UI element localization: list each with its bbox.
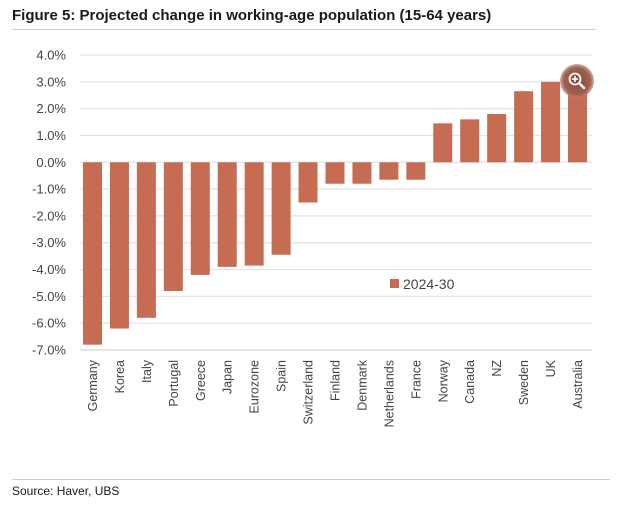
x-axis-labels: Germany Korea Italy Portugal Greece Japan Euro… [86, 359, 585, 427]
x-tick-label: Finland [329, 360, 343, 401]
bar-switzerland [298, 162, 318, 203]
footer-divider [12, 479, 610, 480]
zoom-in-icon [568, 72, 586, 90]
bar-australia [568, 87, 587, 163]
bar-portugal [163, 162, 183, 291]
x-tick-label: Germany [86, 359, 100, 411]
bar-greece [190, 162, 210, 275]
x-tick-label: Australia [571, 360, 585, 409]
bar-denmark [352, 162, 372, 184]
bar-italy [136, 162, 156, 318]
x-tick-label: Eurozone [248, 360, 262, 414]
y-tick-label: 0.0% [36, 155, 66, 170]
x-tick-label: Japan [221, 360, 235, 394]
y-tick-label: -5.0% [32, 289, 66, 304]
y-tick-label: -7.0% [32, 343, 66, 358]
y-tick-label: 3.0% [36, 74, 66, 89]
x-tick-label: UK [544, 359, 558, 377]
x-tick-label: Portugal [167, 360, 181, 407]
y-tick-label: 1.0% [36, 128, 66, 143]
source-note: Source: Haver, UBS [12, 484, 120, 498]
y-tick-label: 4.0% [36, 48, 66, 63]
title-divider [12, 29, 596, 30]
bar-sweden [514, 91, 534, 163]
y-tick-label: -4.0% [32, 262, 66, 277]
legend-label: 2024-30 [403, 276, 455, 292]
x-tick-label: Spain [275, 360, 289, 392]
x-tick-label: Norway [436, 359, 450, 402]
figure-title: Figure 5: Projected change in working-ag… [12, 7, 492, 24]
bar-norway [433, 123, 453, 163]
bars [83, 81, 587, 345]
x-tick-label: NZ [490, 360, 504, 377]
legend: 2024-30 [390, 276, 455, 292]
bar-eurozone [244, 162, 264, 266]
y-tick-label: -1.0% [32, 182, 66, 197]
bar-france [406, 162, 426, 180]
y-tick-label: -3.0% [32, 235, 66, 250]
bar-finland [325, 162, 345, 184]
bar-uk [541, 81, 561, 163]
bar-canada [460, 119, 480, 163]
x-tick-label: Sweden [517, 360, 531, 405]
zoom-in-button[interactable] [560, 64, 594, 98]
y-tick-label: 2.0% [36, 101, 66, 116]
bar-spain [271, 162, 291, 255]
x-tick-label: Korea [113, 360, 127, 393]
x-tick-label: Greece [194, 360, 208, 401]
x-tick-label: Netherlands [382, 360, 396, 427]
bar-germany [83, 162, 102, 345]
y-tick-label: -6.0% [32, 316, 66, 331]
x-tick-label: Italy [140, 359, 154, 383]
x-tick-label: France [409, 360, 423, 399]
bar-japan [217, 162, 237, 267]
x-tick-label: Switzerland [302, 360, 316, 425]
legend-swatch [390, 279, 399, 288]
x-tick-label: Denmark [355, 359, 369, 410]
bar-korea [109, 162, 129, 329]
x-tick-label: Canada [463, 360, 477, 404]
y-axis-ticks: 4.0% 3.0% 2.0% 1.0% 0.0% -1.0% -2.0% -3.0% -4.0%… [32, 48, 66, 358]
bar-nz [487, 114, 507, 163]
bar-chart: 4.0% 3.0% 2.0% 1.0% 0.0% -1.0% -2.0% -3.0% -4.0%… [32, 48, 592, 427]
y-tick-label: -2.0% [32, 208, 66, 223]
bar-netherlands [379, 162, 399, 180]
